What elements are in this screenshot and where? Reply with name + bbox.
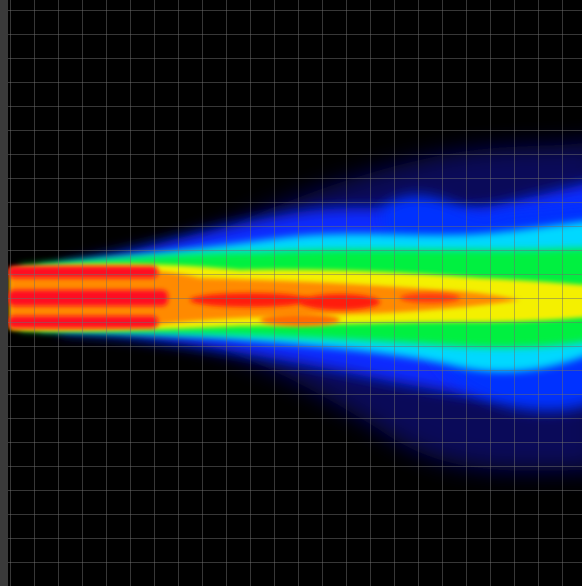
- grid: [8, 0, 582, 586]
- left-border: [0, 0, 8, 586]
- plume-view: [0, 0, 582, 586]
- page: [0, 0, 582, 586]
